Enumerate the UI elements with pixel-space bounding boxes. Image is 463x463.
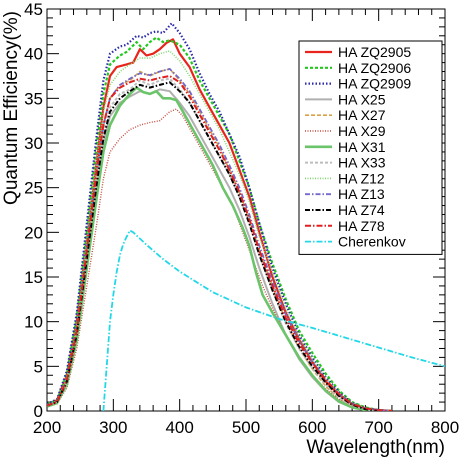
legend-label: HA X29 [338,123,386,139]
legend-label: HA Z13 [338,186,385,202]
legend-label: HA Z74 [338,202,385,218]
series-line-11 [47,75,392,411]
legend-label: HA X33 [338,155,386,171]
series-line-9 [47,68,392,411]
y-tick-label: 15 [24,268,43,287]
series-line-1 [47,36,392,411]
x-tick-label: 800 [431,418,459,437]
x-tick-label: 400 [165,418,193,437]
y-tick-label: 25 [24,179,43,198]
legend-label: HA X27 [338,107,386,123]
x-tick-label: 600 [298,418,326,437]
legend-label: HA ZQ2909 [338,76,411,92]
x-tick-label: 300 [99,418,127,437]
legend-label: HA Z12 [338,170,385,186]
legend-label: HA X31 [338,139,386,155]
y-tick-label: 40 [24,45,43,64]
legend-label: HA ZQ2906 [338,60,411,76]
y-tick-label: 45 [24,0,43,19]
series-line-2 [47,22,392,411]
y-axis-title: Quantum Efficiency(%) [1,11,22,205]
legend-label: HA X25 [338,91,386,107]
legend-label: HA ZQ2905 [338,44,411,60]
axes: 200 300 400 500 600 700 800 0 5 10 15 20 25 30 35 40 45 [24,0,459,437]
x-axis-title: Wavelength(nm) [306,437,445,458]
x-tick-label: 200 [33,418,61,437]
legend-label: Cherenkov [338,234,406,250]
y-tick-label: 30 [24,134,43,153]
series-lines [47,22,445,411]
series-line-10 [47,81,379,411]
y-tick-label: 0 [34,402,43,421]
y-tick-label: 20 [24,223,43,242]
y-tick-label: 35 [24,89,43,108]
x-tick-label: 700 [364,418,392,437]
y-tick-label: 5 [34,357,43,376]
series-line-6 [47,86,379,411]
y-tick-label: 10 [24,313,43,332]
legend-label: HA Z78 [338,218,385,234]
series-line-12 [102,229,445,411]
x-tick-label: 500 [232,418,260,437]
